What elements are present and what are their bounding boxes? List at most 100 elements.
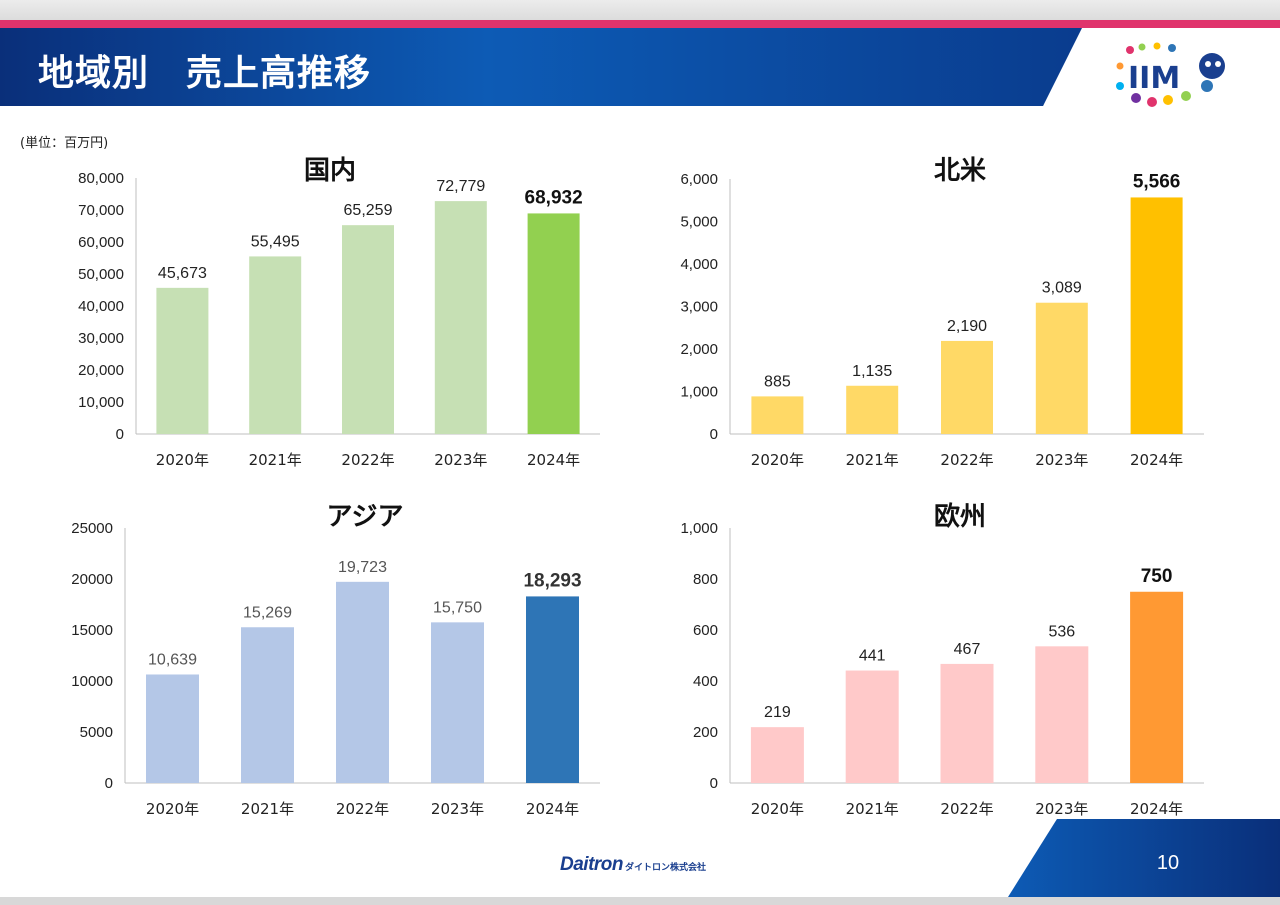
x-tick-label: 2022年 [336, 800, 389, 818]
chart-north-america: 北米 0 1,000 2,000 3,000 4,000 5,000 6,000 885 202… [640, 142, 1220, 482]
bar-2023年 [431, 622, 484, 783]
company-logo: Daitron ダイトロン株式会社 [560, 854, 706, 878]
data-label: 1,135 [852, 363, 892, 380]
data-label: 2,190 [947, 318, 987, 335]
x-tick-label: 2022年 [940, 451, 993, 469]
x-tick-label: 2024年 [1130, 800, 1183, 818]
footer-band [1008, 819, 1280, 897]
chart-domestic-svg: 0 10,000 20,000 30,000 40,000 50,000 60,000 70,… [78, 170, 600, 469]
y-tick-label: 6,000 [680, 171, 718, 188]
y-tick-label: 0 [116, 426, 124, 443]
y-tick-label: 70,000 [78, 202, 124, 219]
data-label: 68,932 [525, 187, 583, 208]
title-band: 地域別 売上高推移 [0, 28, 1082, 106]
unit-label: (単位：百万円) [20, 136, 109, 151]
company-logo-icon: IIM [1116, 42, 1225, 107]
data-label: 10,639 [148, 651, 197, 668]
bar-2023年 [1035, 646, 1089, 783]
chart-title: 欧州 [933, 502, 986, 532]
x-tick-label: 2022年 [341, 451, 394, 469]
bar-2021年 [846, 385, 899, 434]
x-tick-label: 2021年 [846, 800, 899, 818]
bar-2024年 [527, 213, 580, 434]
data-label: 219 [764, 704, 791, 721]
data-label: 467 [954, 641, 981, 658]
chart-europe-svg: 0 200 400 600 800 1,000 219 2020年 441 2021年 467 202… [680, 520, 1204, 818]
y-tick-label: 0 [710, 775, 718, 792]
bar-2024年 [1130, 197, 1183, 434]
data-label: 885 [764, 373, 791, 390]
data-label: 536 [1048, 623, 1075, 640]
bar-2020年 [156, 287, 209, 434]
chart-asia: アジア 0 5000 10000 15000 20000 25000 10,639 2020年… [30, 490, 620, 830]
data-label: 5,566 [1133, 171, 1181, 192]
x-tick-label: 2020年 [146, 800, 199, 818]
x-tick-label: 2020年 [156, 451, 209, 469]
page-title: 地域別 売上高推移 [38, 53, 372, 94]
x-tick-label: 2024年 [526, 800, 579, 818]
bar-2024年 [1130, 591, 1184, 783]
y-tick-label: 5,000 [680, 214, 718, 231]
y-tick-label: 10000 [71, 673, 113, 690]
y-tick-label: 80,000 [78, 170, 124, 187]
y-tick-label: 25000 [71, 520, 113, 537]
data-label: 19,723 [338, 559, 387, 576]
y-tick-label: 20,000 [78, 362, 124, 379]
y-tick-label: 800 [693, 571, 718, 588]
company-brand: Daitron [560, 854, 624, 875]
y-tick-label: 2,000 [680, 341, 718, 358]
x-tick-label: 2023年 [1035, 451, 1088, 469]
x-tick-label: 2021年 [249, 451, 302, 469]
y-tick-label: 1,000 [680, 384, 718, 401]
y-tick-label: 5000 [80, 724, 113, 741]
bar-2020年 [146, 674, 199, 783]
data-label: 15,269 [243, 604, 292, 621]
company-name-jp: ダイトロン株式会社 [625, 863, 707, 873]
data-label: 55,495 [251, 233, 300, 250]
chart-title: 国内 [303, 156, 356, 186]
chart-title: 北米 [933, 156, 986, 186]
bar-2021年 [845, 670, 899, 783]
y-tick-label: 4,000 [680, 256, 718, 273]
data-label: 441 [859, 648, 886, 665]
bar-2023年 [434, 201, 487, 434]
y-tick-label: 40,000 [78, 298, 124, 315]
y-tick-label: 60,000 [78, 234, 124, 251]
bar-2024年 [526, 596, 579, 783]
y-tick-label: 1,000 [680, 520, 718, 537]
bar-2021年 [249, 256, 302, 434]
data-label: 750 [1141, 566, 1173, 587]
bar-2020年 [750, 727, 804, 783]
y-tick-label: 50,000 [78, 266, 124, 283]
data-label: 45,673 [158, 265, 207, 282]
chart-europe: 欧州 0 200 400 600 800 1,000 219 2020年 441 2021年 467… [640, 490, 1220, 830]
data-label: 65,259 [344, 202, 393, 219]
x-tick-label: 2023年 [1035, 800, 1088, 818]
y-tick-label: 400 [693, 673, 718, 690]
bar-2021年 [241, 627, 294, 783]
chart-north-america-svg: 0 1,000 2,000 3,000 4,000 5,000 6,000 885 2020年 1… [680, 171, 1204, 469]
x-tick-label: 2020年 [751, 800, 804, 818]
top-accent-strip [0, 20, 1280, 28]
bottom-gray-strip [0, 897, 1280, 905]
y-tick-label: 200 [693, 724, 718, 741]
y-tick-label: 30,000 [78, 330, 124, 347]
y-tick-label: 0 [105, 775, 113, 792]
data-label: 18,293 [523, 570, 581, 591]
y-tick-label: 10,000 [78, 394, 124, 411]
x-tick-label: 2024年 [1130, 451, 1183, 469]
top-gray-strip [0, 0, 1280, 20]
chart-asia-svg: 0 5000 10000 15000 20000 25000 10,639 2020年 15,2… [71, 520, 600, 818]
y-tick-label: 20000 [71, 571, 113, 588]
y-tick-label: 3,000 [680, 299, 718, 316]
data-label: 15,750 [433, 599, 482, 616]
x-tick-label: 2024年 [527, 451, 580, 469]
bar-2022年 [941, 340, 993, 434]
bar-2020年 [751, 396, 804, 434]
logo-text: IIM [1128, 61, 1180, 96]
x-tick-label: 2020年 [751, 451, 804, 469]
chart-title: アジア [326, 502, 404, 532]
page-number: 10 [1156, 852, 1180, 874]
x-tick-label: 2021年 [241, 800, 294, 818]
y-tick-label: 600 [693, 622, 718, 639]
